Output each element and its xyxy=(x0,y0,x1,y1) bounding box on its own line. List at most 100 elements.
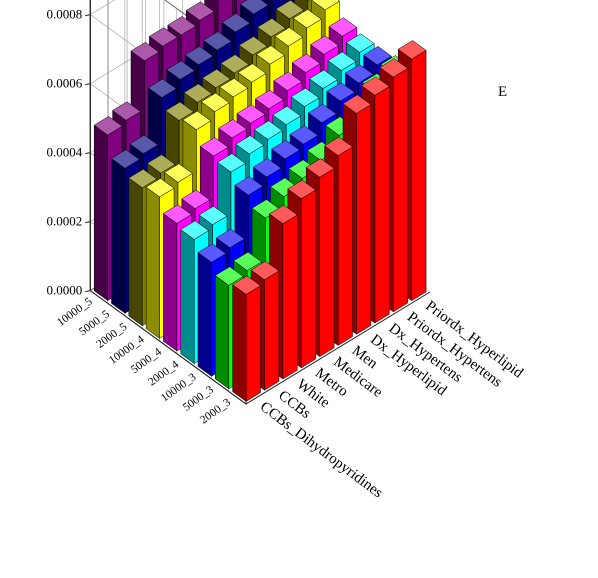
z-tick-label: 0.0000 xyxy=(47,283,83,298)
bar-top-face xyxy=(272,105,302,125)
bar-top-face xyxy=(147,78,177,98)
bar-top-face xyxy=(215,228,245,249)
bar-front-face xyxy=(356,104,372,335)
bar-top-face xyxy=(239,0,269,15)
bar-front-face xyxy=(393,67,408,313)
bar-top-face xyxy=(128,168,158,189)
bar-side-face xyxy=(163,213,178,352)
bar-top-face xyxy=(256,45,285,65)
bar xyxy=(232,275,261,402)
bar-top-face xyxy=(238,36,268,56)
panel-label: E xyxy=(498,84,508,100)
bar-top-face xyxy=(185,1,215,21)
bar-top-face xyxy=(306,0,310,1)
bar-top-face xyxy=(217,153,246,173)
bar-top-face xyxy=(181,189,211,210)
bar-front-face xyxy=(264,270,280,391)
bar-top-face xyxy=(309,69,338,89)
bar-top-face xyxy=(201,68,231,89)
bar-top-face xyxy=(232,275,261,295)
bar-side-face xyxy=(232,284,247,402)
bar-side-face xyxy=(215,275,230,390)
chart-axes xyxy=(85,0,431,405)
bar-top-face xyxy=(164,163,193,183)
bar-top-face xyxy=(397,40,427,60)
chart-bars xyxy=(93,0,427,402)
bar-top-face xyxy=(111,149,140,169)
column-axis-line xyxy=(245,291,431,405)
bar-top-face xyxy=(345,33,375,53)
bar-front-face xyxy=(337,146,353,346)
bar-top-face xyxy=(93,116,123,136)
bar-top-face xyxy=(379,58,409,78)
bar-top-face xyxy=(167,16,197,36)
bar-front-face xyxy=(245,285,261,402)
z-tick-label: 0.0002 xyxy=(47,214,83,229)
bar-top-face xyxy=(237,63,267,83)
bar-top-face xyxy=(200,92,230,112)
bar-top-face xyxy=(342,94,372,114)
bar-top-face xyxy=(130,42,160,62)
bar-top-face xyxy=(268,204,298,224)
bar-top-face xyxy=(291,53,321,73)
bar-front-face xyxy=(319,167,335,358)
bar-top-face xyxy=(221,13,251,33)
bar-side-face xyxy=(128,177,143,327)
bar-top-face xyxy=(219,78,249,98)
z-tick xyxy=(85,83,91,86)
bar-front-face xyxy=(374,86,390,324)
bar-top-face xyxy=(275,0,305,20)
bar-top-face xyxy=(146,154,176,174)
bar-top-face xyxy=(289,125,319,145)
bar-top-face xyxy=(252,158,282,178)
bar-top-face xyxy=(234,176,264,196)
bar-top-face xyxy=(145,178,175,198)
bar-top-face xyxy=(287,179,317,199)
bar-top-face xyxy=(271,139,300,160)
row-axis-line xyxy=(90,290,247,405)
bar-top-face xyxy=(233,251,263,271)
bar-top-face xyxy=(129,134,159,154)
bar-top-face xyxy=(292,9,322,29)
bar-side-face xyxy=(93,124,108,302)
bar-side-face xyxy=(180,229,195,365)
column-tick-label: CCBs_Dihydropyridines xyxy=(257,399,386,502)
bar-front-face xyxy=(411,49,427,302)
bar-side-face xyxy=(145,186,160,339)
bar-top-face xyxy=(182,110,212,131)
bar-top-face xyxy=(184,46,214,66)
z-tick xyxy=(85,14,91,17)
bar-top-face xyxy=(198,205,228,225)
bar-top-face xyxy=(326,82,356,102)
bar-top-face xyxy=(327,51,357,71)
bar-top-face xyxy=(214,266,244,286)
bar-top-face xyxy=(148,27,178,47)
bar-top-face xyxy=(166,60,196,80)
bar-top-face xyxy=(112,101,141,121)
bar-top-face xyxy=(324,136,353,156)
z-tick-label: 0.0004 xyxy=(47,145,83,160)
bar-front-face xyxy=(301,189,316,369)
z-tick-label: 0.0008 xyxy=(47,7,83,22)
bar-top-face xyxy=(310,35,339,55)
bar-top-face xyxy=(273,71,303,91)
bar-top-face xyxy=(203,31,232,51)
bar-top-face xyxy=(307,103,337,124)
bar-top-face xyxy=(165,101,194,121)
bar-top-face xyxy=(183,83,213,103)
bar-top-face xyxy=(305,158,335,178)
bar-front-face xyxy=(282,214,298,380)
bar-top-face xyxy=(218,119,247,139)
bar-top-face xyxy=(250,260,280,281)
bar-top-face xyxy=(290,87,320,107)
bar-top-face xyxy=(344,64,374,84)
bar-top-face xyxy=(328,17,358,37)
bar-top-face xyxy=(199,137,229,157)
bar-top-face xyxy=(257,18,286,38)
z-tick xyxy=(85,221,91,224)
z-tick xyxy=(85,290,91,293)
bar-top-face xyxy=(254,89,284,110)
z-tick-label: 0.0006 xyxy=(47,76,83,91)
bar-top-face xyxy=(197,243,227,263)
